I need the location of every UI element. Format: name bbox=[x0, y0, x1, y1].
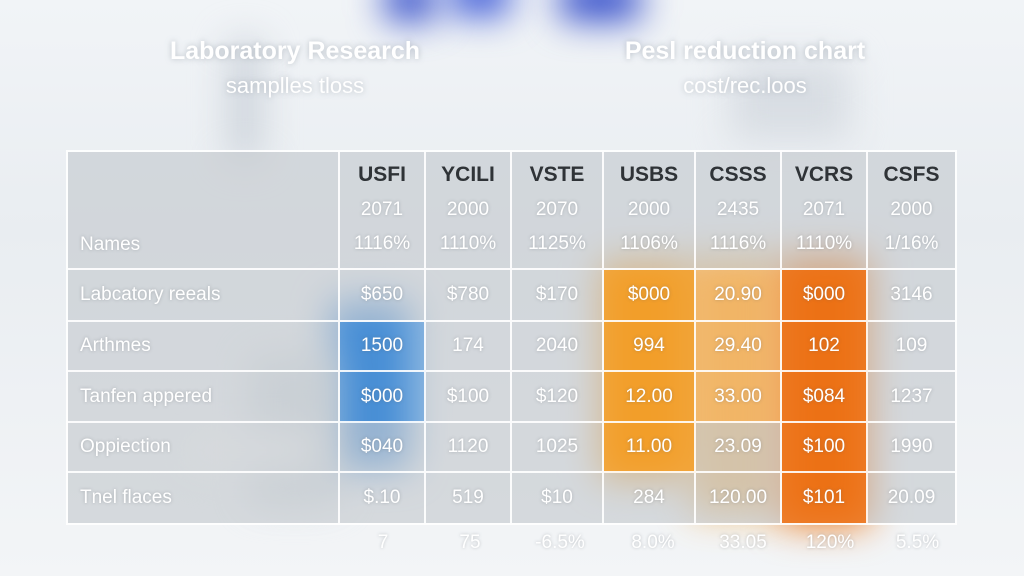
data-table: Names USFI 2071 1116% YCILI 2000 1110% V… bbox=[66, 150, 957, 525]
table-cell: 1990 bbox=[868, 423, 955, 473]
column-percent: 1106% bbox=[620, 233, 678, 254]
table-cell: 1025 bbox=[512, 423, 604, 473]
column-year: 2071 bbox=[360, 199, 404, 220]
left-title-block: Laboratory Research samplles tloss bbox=[150, 36, 440, 106]
column-header: USFI 2071 1116% bbox=[340, 152, 426, 270]
table-cell: 120.00 bbox=[696, 473, 782, 523]
column-year: 2000 bbox=[446, 199, 490, 220]
row-header-label: Names bbox=[80, 234, 141, 255]
table-cell: 994 bbox=[604, 322, 696, 372]
column-year: 2000 bbox=[627, 199, 671, 220]
row-name: Arthmes bbox=[68, 322, 340, 372]
table-cell: 2040 bbox=[512, 322, 604, 372]
table-cell: 519 bbox=[426, 473, 512, 523]
table-cell: $040 bbox=[340, 423, 426, 473]
right-title-block: Pesl reduction chart cost/rec.loos bbox=[590, 36, 900, 106]
table-cell: $101 bbox=[782, 473, 868, 523]
footer-value: 5.5% bbox=[895, 532, 940, 553]
column-code: USBS bbox=[619, 163, 679, 186]
column-code: CSSS bbox=[709, 163, 767, 186]
column-code: YCILI bbox=[441, 163, 495, 186]
table-cell: 102 bbox=[782, 322, 868, 372]
table-cell: $000 bbox=[340, 372, 426, 423]
footer-value: 75 bbox=[459, 532, 481, 553]
table-cell: 174 bbox=[426, 322, 512, 372]
row-name: Oppiection bbox=[68, 423, 340, 473]
footer-value: -6.5% bbox=[535, 532, 585, 553]
column-code: VCRS bbox=[794, 163, 854, 186]
table-cell: 20.09 bbox=[868, 473, 955, 523]
table-cell: 284 bbox=[604, 473, 696, 523]
table-cell: 12.00 bbox=[604, 372, 696, 423]
table-cell: $000 bbox=[604, 270, 696, 322]
table-cell: $780 bbox=[426, 270, 512, 322]
column-percent: 1116% bbox=[709, 233, 767, 254]
row-name: Labcatory reeals bbox=[68, 270, 340, 322]
table-cell: $650 bbox=[340, 270, 426, 322]
column-header: YCILI 2000 1110% bbox=[426, 152, 512, 270]
table-cell: 1500 bbox=[340, 322, 426, 372]
column-year: 2070 bbox=[535, 199, 579, 220]
left-title: Laboratory Research bbox=[169, 37, 421, 65]
table-cell: 23.09 bbox=[696, 423, 782, 473]
footer-value: 120% bbox=[805, 532, 855, 553]
column-percent: 1125% bbox=[528, 233, 586, 254]
table-cell: $000 bbox=[782, 270, 868, 322]
column-year: 2000 bbox=[890, 199, 933, 220]
footer-value: 33.05 bbox=[719, 532, 767, 553]
column-code: CSFS bbox=[883, 163, 940, 186]
right-title: Pesl reduction chart bbox=[624, 37, 866, 65]
table-cell: 1120 bbox=[426, 423, 512, 473]
table-cell: 33.00 bbox=[696, 372, 782, 423]
column-header: CSSS 2435 1116% bbox=[696, 152, 782, 270]
right-subtitle: cost/rec.loos bbox=[683, 73, 807, 98]
column-percent: 1116% bbox=[353, 233, 411, 254]
row-header-label-cell: Names bbox=[68, 152, 340, 270]
column-year: 2435 bbox=[716, 199, 760, 220]
table-cell: 1237 bbox=[868, 372, 955, 423]
table-cell: $170 bbox=[512, 270, 604, 322]
table-cell: $100 bbox=[782, 423, 868, 473]
column-percent: 1110% bbox=[795, 233, 853, 254]
footer-value: 8.0% bbox=[631, 532, 675, 553]
table-cell: 109 bbox=[868, 322, 955, 372]
table-cell: 11.00 bbox=[604, 423, 696, 473]
column-code: VSTE bbox=[529, 163, 585, 186]
table-cell: 3146 bbox=[868, 270, 955, 322]
left-subtitle: samplles tloss bbox=[225, 73, 365, 98]
table-footer: 7 75 -6.5% 8.0% 33.05 120% 5.5% bbox=[66, 526, 961, 560]
column-percent: 1/16% bbox=[884, 233, 939, 254]
table-cell: $10 bbox=[512, 473, 604, 523]
column-year: 2071 bbox=[802, 199, 846, 220]
table-cell: $120 bbox=[512, 372, 604, 423]
table-cell: $.10 bbox=[340, 473, 426, 523]
table-cell: $084 bbox=[782, 372, 868, 423]
row-name: Tnel flaces bbox=[68, 473, 340, 523]
column-code: USFI bbox=[358, 163, 406, 186]
row-name: Tanfen appered bbox=[68, 372, 340, 423]
table-cell: 20.90 bbox=[696, 270, 782, 322]
column-header: VCRS 2071 1110% bbox=[782, 152, 868, 270]
table-cell: $100 bbox=[426, 372, 512, 423]
column-header: CSFS 2000 1/16% bbox=[868, 152, 955, 270]
column-percent: 1110% bbox=[439, 233, 497, 254]
column-header: USBS 2000 1106% bbox=[604, 152, 696, 270]
column-header: VSTE 2070 1125% bbox=[512, 152, 604, 270]
table-cell: 29.40 bbox=[696, 322, 782, 372]
footer-value: 7 bbox=[377, 532, 389, 553]
